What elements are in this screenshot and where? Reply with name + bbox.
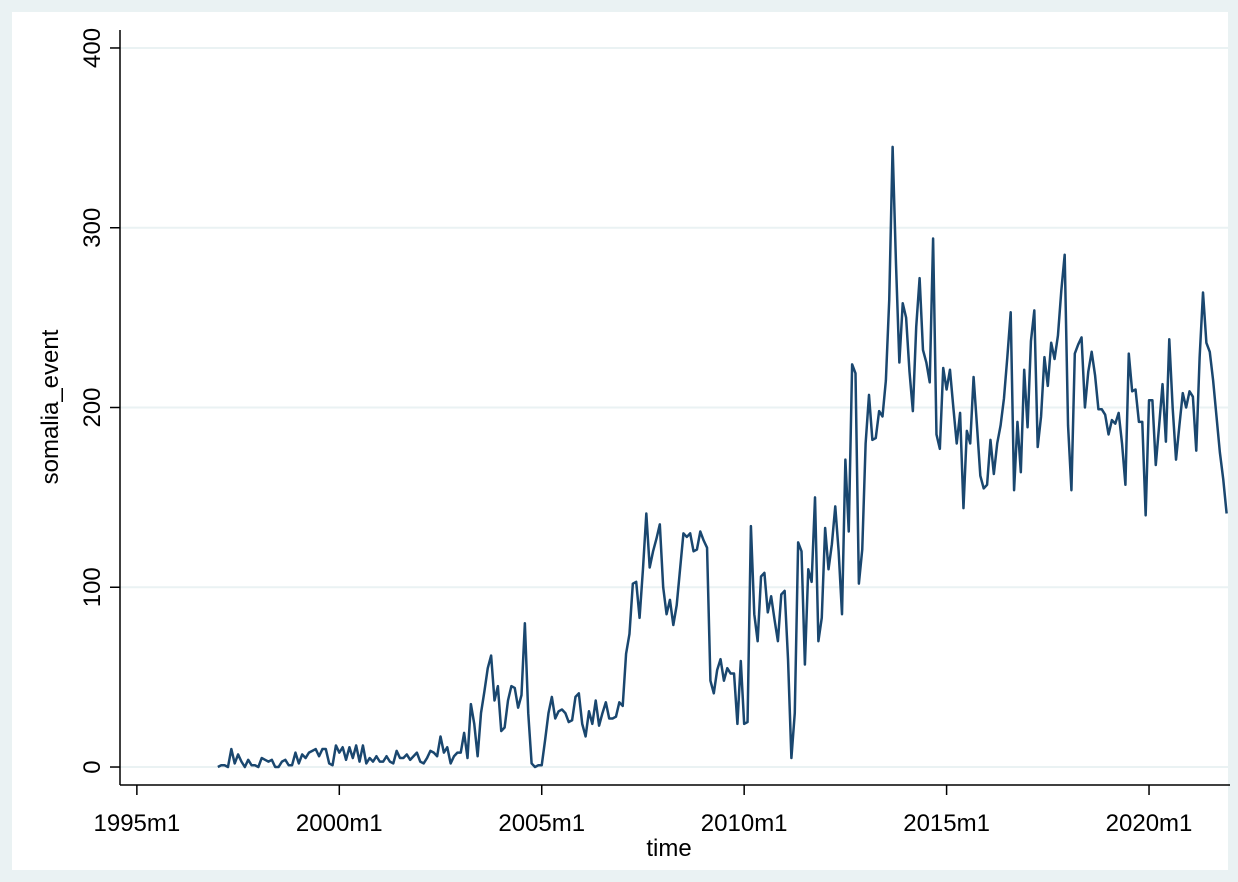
x-axis-title: time (646, 835, 691, 862)
x-tick-label: 2020m1 (1106, 810, 1193, 837)
data-line (217, 145, 1228, 769)
x-tick-label: 2015m1 (903, 810, 990, 837)
x-tick-label: 1995m1 (94, 810, 181, 837)
x-tick-label: 2005m1 (498, 810, 585, 837)
x-tick-label: 2010m1 (701, 810, 788, 837)
y-tick-label: 100 (79, 567, 106, 607)
x-tick-label: 2000m1 (296, 810, 383, 837)
y-axis-title: somalia_event (37, 329, 64, 484)
y-tick-label: 200 (79, 387, 106, 427)
y-tick-label: 300 (79, 208, 106, 248)
y-tick-label: 400 (79, 28, 106, 68)
y-tick-label: 0 (79, 760, 106, 773)
plot-region (12, 12, 1228, 870)
